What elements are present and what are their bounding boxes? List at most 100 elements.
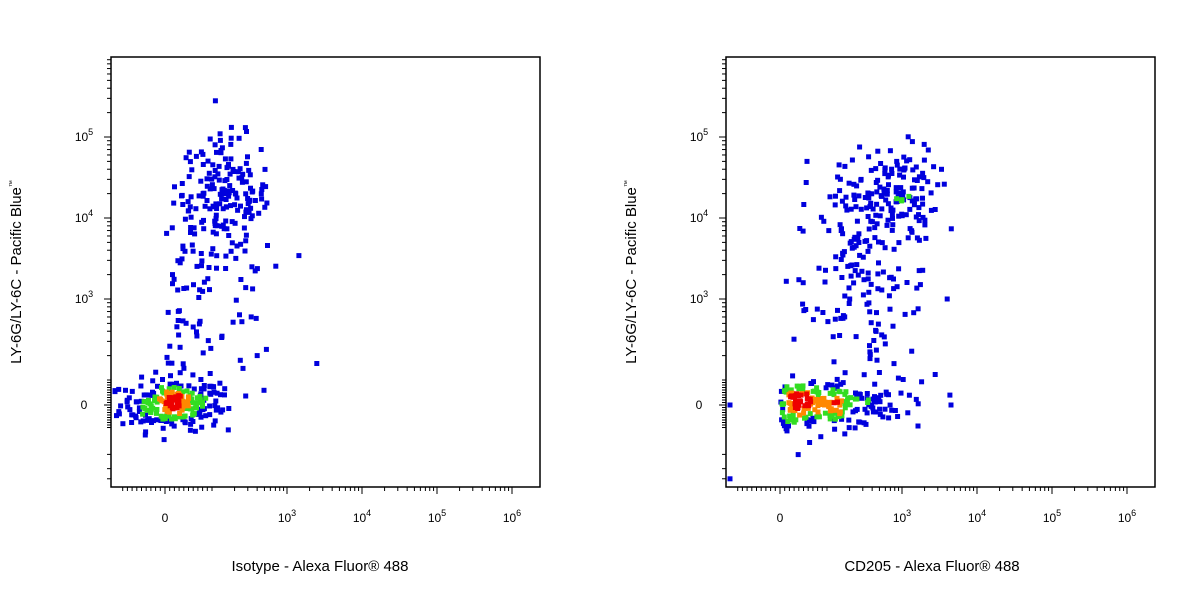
event-dot — [194, 405, 199, 411]
event-dot — [217, 191, 223, 197]
event-dot — [125, 404, 131, 410]
event-dot — [793, 399, 798, 405]
event-dot — [893, 185, 899, 191]
event-dot — [898, 390, 904, 396]
event-dot — [800, 228, 806, 234]
event-dot — [214, 390, 220, 396]
event-dot — [210, 246, 216, 252]
event-dot — [196, 193, 202, 199]
event-dot — [877, 213, 883, 219]
x-axis-ticks: 0 103 104 105 106 — [122, 487, 521, 525]
event-dot — [181, 401, 186, 407]
event-dot — [902, 311, 908, 317]
event-dot — [154, 399, 160, 405]
event-dot — [185, 208, 191, 214]
dot-plot-cd205: 0 103 104 105 106 0 103 104 105 CD205 - Alexa F… — [623, 56, 1156, 575]
event-dot — [919, 186, 925, 192]
event-dot — [129, 388, 135, 394]
event-dot — [838, 315, 844, 321]
event-dot — [851, 280, 857, 286]
event-dot — [207, 186, 213, 192]
x-tick-label: 103 — [893, 508, 911, 525]
event-dot — [138, 383, 144, 389]
event-dot — [932, 372, 938, 377]
event-dot — [170, 272, 175, 278]
event-dot — [822, 279, 828, 285]
event-dot — [175, 318, 181, 323]
event-dot — [889, 227, 895, 233]
event-dot — [858, 206, 864, 212]
event-dot — [837, 188, 843, 194]
event-dot — [187, 204, 193, 210]
event-dot — [170, 281, 175, 287]
event-dot — [846, 417, 852, 423]
event-dot — [838, 381, 844, 387]
event-dot — [844, 398, 850, 404]
event-dot — [258, 147, 264, 152]
event-dot — [844, 207, 850, 213]
event-dot — [200, 151, 206, 157]
event-dot — [905, 235, 911, 241]
event-dot — [866, 154, 872, 160]
event-dot — [237, 312, 242, 318]
event-dot — [223, 197, 229, 202]
event-dot — [886, 182, 891, 188]
event-dot — [179, 181, 185, 186]
event-dot — [199, 263, 204, 269]
event-dot — [810, 397, 816, 403]
event-dot — [857, 392, 863, 397]
event-dot — [165, 400, 171, 406]
event-dot — [245, 196, 251, 201]
event-dot — [200, 350, 206, 356]
event-dot — [215, 171, 221, 177]
event-dot — [243, 285, 249, 291]
event-dot — [866, 191, 872, 197]
event-dot — [874, 201, 880, 207]
event-dot — [846, 425, 852, 431]
event-dot — [188, 230, 193, 235]
event-dot — [862, 406, 868, 412]
event-dot — [233, 255, 239, 261]
plot-frame — [725, 56, 1156, 488]
event-dot — [779, 410, 785, 416]
event-dot — [254, 353, 260, 359]
event-dot — [889, 171, 895, 176]
x-tick-label: 104 — [968, 508, 986, 525]
event-dot — [793, 417, 799, 423]
event-dot — [864, 410, 870, 416]
event-dot — [136, 405, 142, 411]
event-dot — [800, 280, 806, 286]
event-dot — [837, 176, 843, 182]
event-dot — [191, 386, 197, 392]
event-dot — [212, 403, 218, 409]
event-dot — [118, 403, 124, 409]
event-dot — [258, 191, 264, 197]
event-dot — [186, 383, 192, 389]
event-dot — [840, 252, 846, 258]
event-dot — [867, 349, 873, 355]
event-dot — [788, 390, 794, 396]
event-dot — [227, 183, 233, 189]
event-dot — [887, 402, 893, 408]
event-dot — [164, 230, 170, 236]
event-dot — [815, 409, 821, 415]
event-dot — [935, 182, 941, 188]
event-dot — [787, 406, 793, 412]
event-dot — [187, 406, 193, 412]
event-dot — [906, 392, 912, 398]
event-dot — [837, 402, 843, 408]
event-dot — [244, 129, 249, 134]
event-dot — [185, 395, 191, 401]
event-dot — [229, 240, 235, 246]
event-dot — [833, 407, 839, 413]
event-dot — [897, 172, 903, 178]
event-dot — [160, 414, 166, 420]
event-dot — [862, 195, 868, 200]
event-dot — [832, 416, 838, 422]
event-dot — [840, 231, 846, 237]
event-dot — [831, 392, 837, 398]
event-dot — [243, 232, 249, 238]
event-dot — [814, 385, 820, 391]
event-dot — [847, 240, 853, 246]
event-dot — [240, 365, 246, 371]
